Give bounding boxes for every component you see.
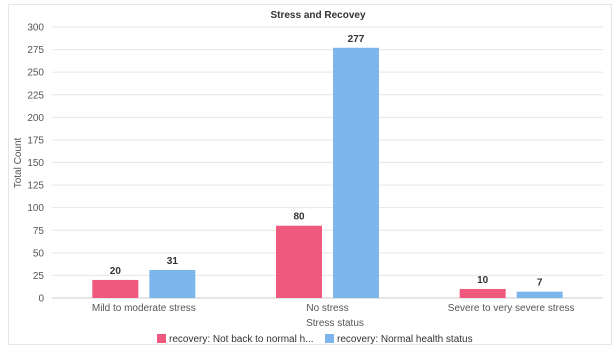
- legend-label[interactable]: recovery: Not back to normal h...: [169, 334, 314, 345]
- y-tick-label: 275: [27, 45, 44, 56]
- y-tick-label: 300: [27, 23, 44, 34]
- y-axis-ticks: 0 25 50 75 100 125 150 175 200 225 250 275 300: [27, 23, 44, 305]
- x-axis-ticks: Mild to moderate stress No stress Severe t…: [92, 303, 575, 314]
- y-tick-label: 150: [27, 158, 44, 169]
- legend-swatch[interactable]: [157, 334, 166, 343]
- data-label: 31: [167, 256, 179, 267]
- y-tick-label: 225: [27, 90, 44, 101]
- data-label: 10: [477, 275, 489, 286]
- legend-swatch[interactable]: [325, 334, 334, 343]
- y-tick-label: 75: [33, 226, 45, 237]
- x-axis-label: Stress status: [306, 318, 364, 329]
- data-label: 80: [293, 212, 305, 223]
- y-axis-label: Total Count: [13, 137, 24, 188]
- bar[interactable]: [149, 269, 196, 298]
- y-tick-label: 25: [33, 271, 45, 282]
- y-tick-label: 200: [27, 113, 44, 124]
- bar[interactable]: [92, 279, 139, 298]
- x-tick-label: No stress: [306, 303, 348, 314]
- data-labels: 20 31 80 277 10 7: [110, 34, 543, 289]
- bar[interactable]: [276, 225, 322, 298]
- x-tick-label: Severe to very severe stress: [448, 303, 575, 314]
- y-tick-label: 0: [38, 294, 44, 305]
- gridlines: [52, 26, 603, 299]
- chart-title: Stress and Recovey: [270, 10, 365, 21]
- bar[interactable]: [516, 291, 563, 298]
- data-label: 7: [537, 278, 543, 289]
- y-tick-label: 50: [33, 248, 45, 259]
- bars: [92, 47, 563, 298]
- bar[interactable]: [333, 47, 379, 298]
- x-tick-label: Mild to moderate stress: [92, 303, 196, 314]
- y-tick-label: 175: [27, 135, 44, 146]
- y-tick-label: 125: [27, 181, 44, 192]
- data-label: 20: [110, 266, 122, 277]
- y-tick-label: 250: [27, 68, 44, 79]
- legend-label[interactable]: recovery: Normal health status: [337, 334, 473, 345]
- bar[interactable]: [459, 288, 506, 298]
- y-tick-label: 100: [27, 203, 44, 214]
- legend: recovery: Not back to normal h... recover…: [157, 334, 473, 345]
- data-label: 277: [348, 34, 365, 45]
